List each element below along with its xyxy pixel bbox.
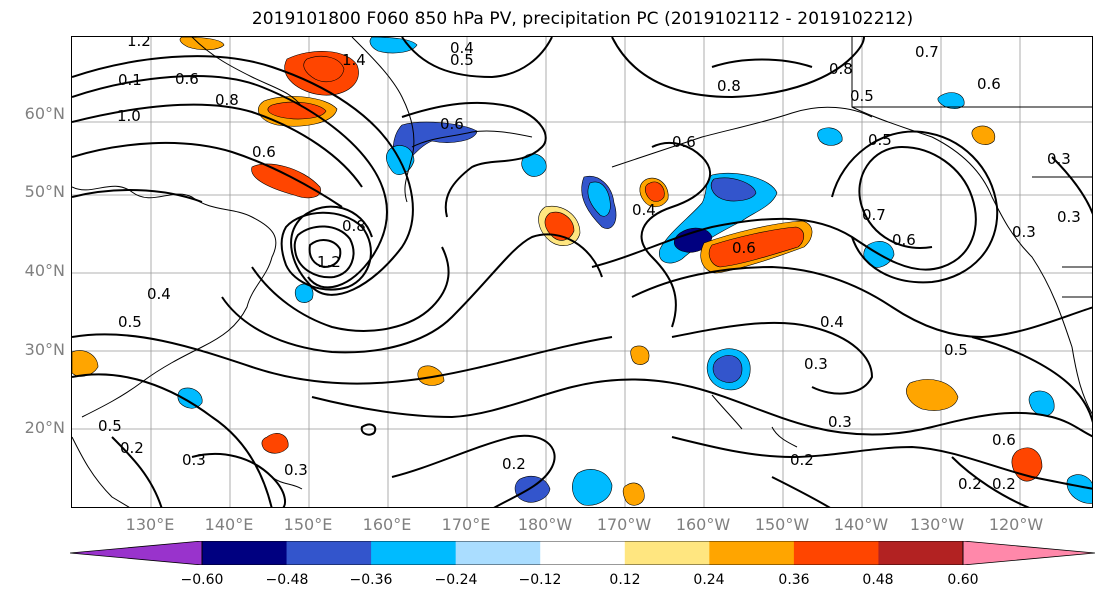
map-title: 2019101800 F060 850 hPa PV, precipitatio… <box>251 9 914 29</box>
map-panel: 1.2 0.4 0.5 0.1 0.6 0.8 1.0 1.4 0.6 0.8 … <box>71 36 1093 508</box>
contour-label: 0.4 <box>820 313 844 331</box>
pv-contours <box>72 37 1092 507</box>
contour-label: 0.3 <box>284 461 308 479</box>
colorbar-extend-high <box>962 541 1095 565</box>
contour-label: 0.4 <box>632 201 656 219</box>
colorbar-tick-label: −0.48 <box>265 572 309 588</box>
lon-label: 170°E <box>441 515 491 534</box>
colorbar-cell <box>455 541 541 565</box>
contour-label: 0.3 <box>804 355 828 373</box>
lat-label-20n: 20°N <box>24 418 65 437</box>
contour-label: 0.3 <box>1057 208 1081 226</box>
contour-label: 0.7 <box>862 206 886 224</box>
contour-label: 0.6 <box>252 143 276 161</box>
lon-label: 180°W <box>517 515 573 534</box>
colorbar-tick-label: 0.36 <box>778 572 810 588</box>
contour-label: 0.7 <box>915 43 939 61</box>
lat-label-50n: 50°N <box>24 182 65 201</box>
contour-label: 0.8 <box>215 91 239 109</box>
lon-label: 150°E <box>283 515 333 534</box>
lon-label: 140°E <box>204 515 254 534</box>
colorbar-tick-label: 0.48 <box>862 572 894 588</box>
lon-label: 130°E <box>125 515 175 534</box>
contour-label: 0.2 <box>502 455 526 473</box>
contour-label: 0.5 <box>944 341 968 359</box>
lon-label: 150°W <box>754 515 810 534</box>
contour-labels: 1.2 0.4 0.5 0.1 0.6 0.8 1.0 1.4 0.6 0.8 … <box>98 37 1081 493</box>
colorbar-extend-low <box>70 541 203 565</box>
colorbar-cell <box>371 541 457 565</box>
contour-label: 1.2 <box>317 253 341 271</box>
contour-label: 0.6 <box>175 70 199 88</box>
contour-label: 0.3 <box>1047 150 1071 168</box>
contour-label: 0.5 <box>850 87 874 105</box>
contour-label: 0.6 <box>892 231 916 249</box>
colorbar-cell <box>709 541 795 565</box>
colorbar-tick-label: 0.24 <box>693 572 725 588</box>
contour-label: 0.6 <box>440 115 464 133</box>
contour-label: 0.6 <box>992 431 1016 449</box>
contour-label: 0.3 <box>828 413 852 431</box>
contour-label: 0.6 <box>732 239 756 257</box>
contour-label: 0.3 <box>1012 223 1036 241</box>
contour-label: 0.4 <box>147 285 171 303</box>
colorbar-tick-label: 0.12 <box>609 572 641 588</box>
contour-label: 1.4 <box>342 51 366 69</box>
lon-label: 160°W <box>675 515 731 534</box>
colorbar-cell <box>624 541 710 565</box>
coastlines <box>72 37 1092 507</box>
lat-label-40n: 40°N <box>24 261 65 280</box>
contour-label: 0.2 <box>992 475 1016 493</box>
lon-label: 130°W <box>909 515 965 534</box>
contour-label: 1.0 <box>117 107 141 125</box>
contour-label: 0.8 <box>829 60 853 78</box>
contour-label: 0.8 <box>717 77 741 95</box>
colorbar-cell <box>793 541 879 565</box>
contour-label: 0.5 <box>118 313 142 331</box>
contour-label: 0.3 <box>182 451 206 469</box>
contour-label: 0.5 <box>450 51 474 69</box>
contour-label: 0.1 <box>118 71 142 89</box>
colorbar-tick-label: −0.24 <box>434 572 478 588</box>
contour-label: 0.2 <box>120 439 144 457</box>
contour-label: 0.4 <box>450 39 474 57</box>
contour-label: 0.6 <box>977 75 1001 93</box>
colorbar-tick-label: −0.36 <box>349 572 393 588</box>
contour-label: 0.5 <box>868 131 892 149</box>
colorbar-cell <box>286 541 372 565</box>
lon-label: 140°W <box>833 515 889 534</box>
colorbar-cell <box>202 541 288 565</box>
lon-label: 120°W <box>988 515 1044 534</box>
colorbar-cell <box>878 541 964 565</box>
contour-label: 0.2 <box>790 451 814 469</box>
colorbar-tick-label: −0.12 <box>518 572 562 588</box>
lon-label: 170°W <box>596 515 652 534</box>
contour-label: 0.5 <box>98 417 122 435</box>
colorbar-tick-label: 0.60 <box>947 572 979 588</box>
map-canvas: 1.2 0.4 0.5 0.1 0.6 0.8 1.0 1.4 0.6 0.8 … <box>72 37 1092 507</box>
lat-label-30n: 30°N <box>24 340 65 359</box>
contour-label: 0.8 <box>342 217 366 235</box>
lon-label: 160°E <box>362 515 412 534</box>
contour-label: 1.2 <box>127 37 151 50</box>
colorbar-tick-label: −0.60 <box>180 572 224 588</box>
lat-label-60n: 60°N <box>24 104 65 123</box>
colorbar-cell <box>540 541 626 565</box>
colorbar <box>70 541 1095 565</box>
contour-label: 0.2 <box>958 475 982 493</box>
precipitation-shading <box>72 37 1092 506</box>
contour-label: 0.6 <box>672 133 696 151</box>
